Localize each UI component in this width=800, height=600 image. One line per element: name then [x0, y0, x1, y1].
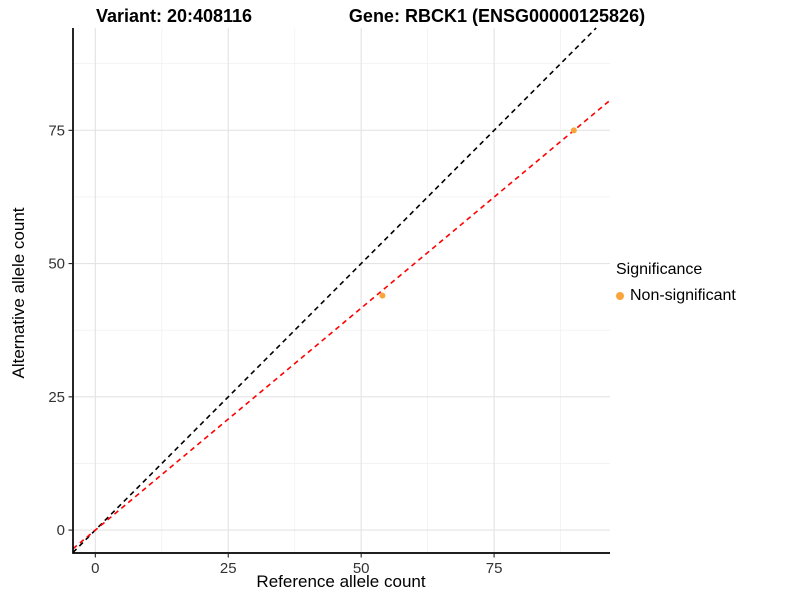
legend: Significance Non-significant [616, 261, 736, 305]
y-tick-label: 50 [48, 256, 65, 273]
x-tick-label: 25 [220, 560, 237, 577]
y-tick-label: 0 [57, 522, 65, 539]
y-tick-label: 25 [48, 389, 65, 406]
identity-line [72, 27, 597, 554]
y-axis-title: Alternative allele count [9, 207, 28, 379]
gene-title: Gene: RBCK1 (ENSG00000125826) [348, 6, 646, 26]
fit-line [72, 99, 611, 550]
legend-item-label: Non-significant [630, 287, 736, 304]
axis-lines [72, 28, 610, 554]
y-tick-label: 75 [48, 122, 65, 139]
legend-item-non-significant: Non-significant [616, 287, 736, 305]
legend-title: Significance [616, 261, 703, 278]
x-tick-label: 50 [353, 560, 370, 577]
variant-title: Variant: 20:408116 [95, 6, 253, 26]
x-axis-title: Reference allele count [256, 572, 426, 591]
x-tick-label: 0 [91, 560, 99, 577]
x-tick-label: 75 [486, 560, 503, 577]
data-point [570, 127, 577, 134]
data-point [379, 292, 386, 299]
legend-point-icon [616, 292, 624, 300]
